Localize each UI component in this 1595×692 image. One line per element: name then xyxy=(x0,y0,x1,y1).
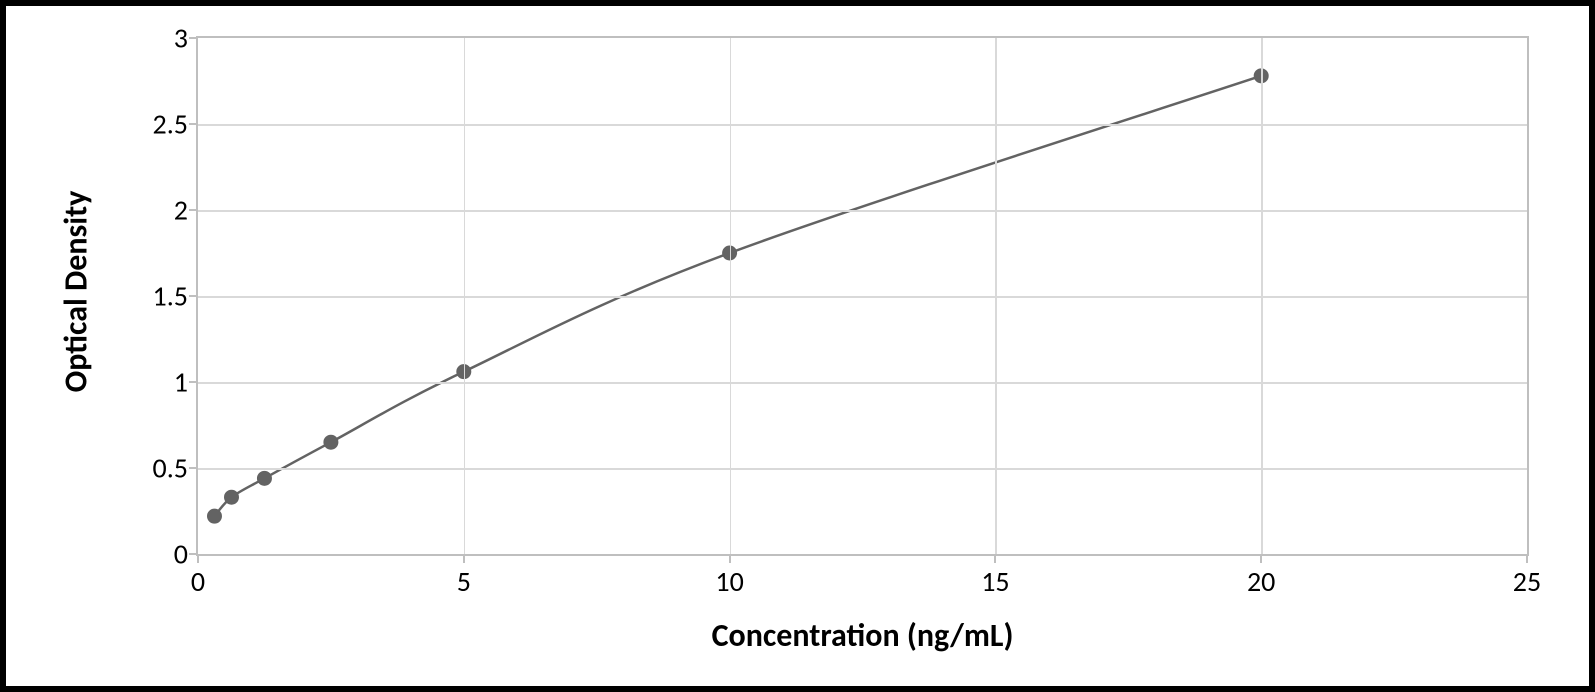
data-point xyxy=(324,435,338,449)
y-tickmark xyxy=(189,381,198,383)
gridline-horizontal xyxy=(198,210,1527,212)
y-tick-label: 0 xyxy=(108,537,188,572)
x-tick-label: 15 xyxy=(981,564,1009,599)
y-tick-label: 3 xyxy=(108,21,188,56)
data-point xyxy=(224,490,238,504)
plot-area: 051015202500.511.522.53 xyxy=(196,36,1529,556)
gridline-horizontal xyxy=(198,124,1527,126)
data-point xyxy=(207,509,221,523)
data-point xyxy=(257,471,271,485)
x-tick-label: 10 xyxy=(715,564,743,599)
y-tickmark xyxy=(189,209,198,211)
y-tickmark xyxy=(189,295,198,297)
x-tick-label: 5 xyxy=(457,564,471,599)
chart-wrap: Optical Density Concentration (ng/mL) 05… xyxy=(46,26,1559,666)
y-tick-label: 2.5 xyxy=(108,107,188,142)
x-tickmark xyxy=(1526,554,1528,563)
y-tickmark xyxy=(189,123,198,125)
gridline-horizontal xyxy=(198,468,1527,470)
x-tickmark xyxy=(463,554,465,563)
y-tick-label: 0.5 xyxy=(108,451,188,486)
x-tickmark xyxy=(197,554,199,563)
gridline-horizontal xyxy=(198,296,1527,298)
x-tick-label: 20 xyxy=(1247,564,1275,599)
y-axis-label: Optical Density xyxy=(57,190,96,392)
y-tick-label: 2 xyxy=(108,193,188,228)
y-tick-label: 1 xyxy=(108,365,188,400)
x-tick-label: 25 xyxy=(1513,564,1541,599)
y-tickmark xyxy=(189,553,198,555)
y-tickmark xyxy=(189,467,198,469)
y-tickmark xyxy=(189,37,198,39)
x-tick-label: 0 xyxy=(191,564,205,599)
chart-outer-frame: Optical Density Concentration (ng/mL) 05… xyxy=(0,0,1595,692)
x-tickmark xyxy=(1260,554,1262,563)
x-tickmark xyxy=(729,554,731,563)
gridline-horizontal xyxy=(198,382,1527,384)
y-tick-label: 1.5 xyxy=(108,279,188,314)
y-axis-label-container: Optical Density xyxy=(46,26,106,556)
x-tickmark xyxy=(994,554,996,563)
x-axis-label: Concentration (ng/mL) xyxy=(196,616,1529,666)
